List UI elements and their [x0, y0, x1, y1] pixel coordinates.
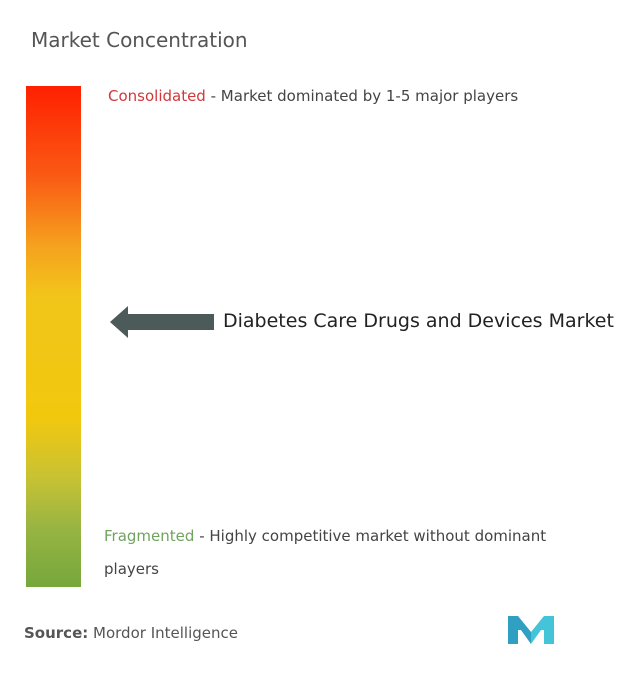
source-attribution: Source: Mordor Intelligence [24, 624, 238, 642]
fragmented-keyword: Fragmented [104, 527, 195, 545]
logo-left-shape [508, 616, 531, 644]
chart-title: Market Concentration [31, 28, 248, 52]
source-value: Mordor Intelligence [93, 624, 238, 642]
market-position-arrow-icon [110, 306, 214, 338]
mordor-intelligence-logo-icon [508, 616, 554, 644]
fragmented-label: Fragmented - Highly competitive market w… [104, 520, 604, 586]
consolidated-description: - Market dominated by 1-5 major players [210, 87, 519, 105]
arrow-shape [110, 306, 214, 338]
market-name-label: Diabetes Care Drugs and Devices Market [223, 310, 614, 333]
concentration-gradient-bar [26, 86, 81, 587]
logo-right-shape [531, 616, 554, 644]
consolidated-label: Consolidated - Market dominated by 1-5 m… [108, 86, 518, 107]
fragmented-description: - Highly competitive market without domi… [104, 527, 547, 578]
consolidated-keyword: Consolidated [108, 87, 206, 105]
source-label: Source: [24, 624, 89, 642]
